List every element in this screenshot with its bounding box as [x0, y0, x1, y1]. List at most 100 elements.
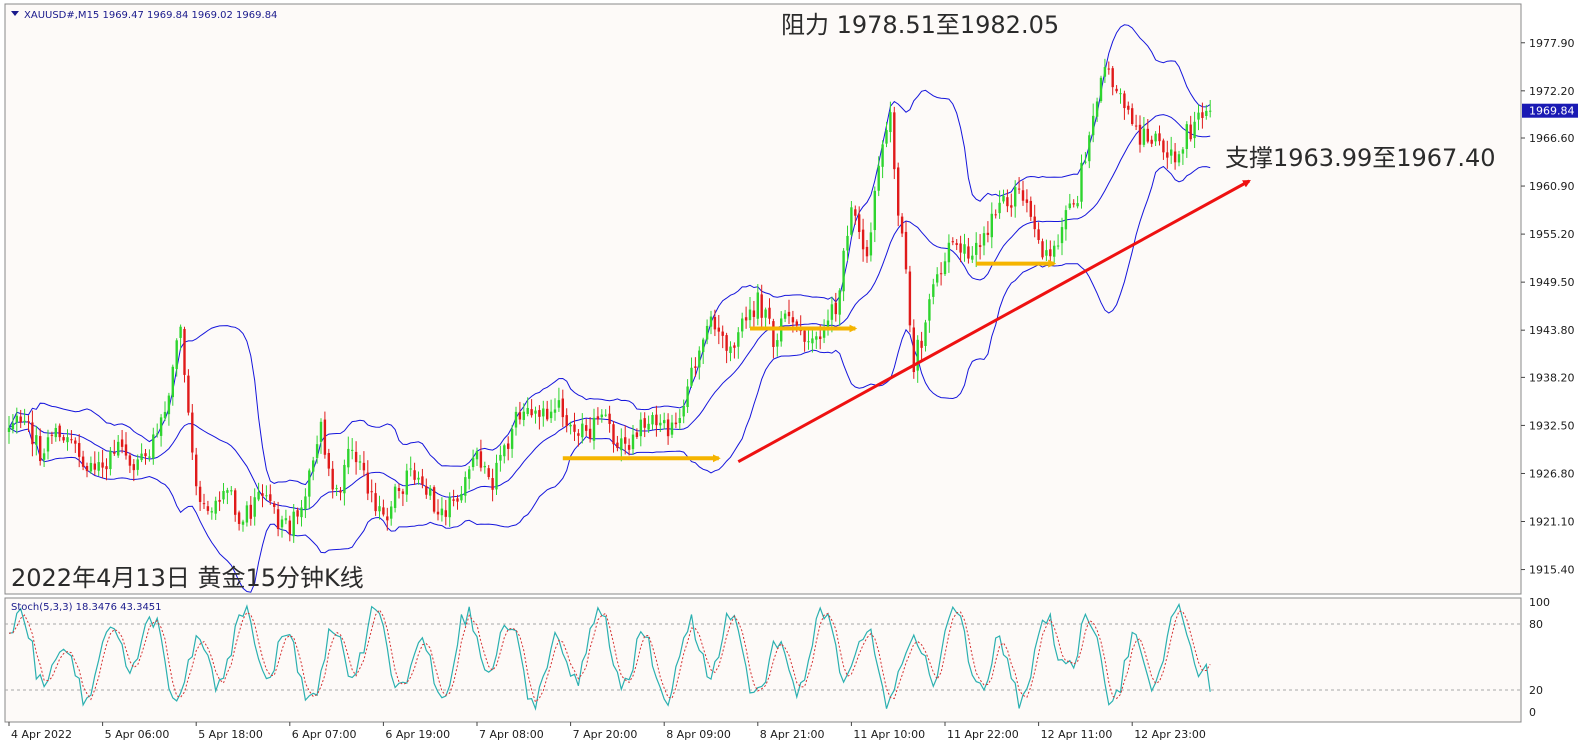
- candle: [826, 309, 830, 336]
- candle-body: [1158, 133, 1161, 142]
- y-tick-label: 1915.40: [1529, 564, 1575, 577]
- candle: [1181, 147, 1185, 165]
- annotations: [562, 179, 1251, 463]
- candle-body: [315, 444, 319, 458]
- candle: [577, 429, 580, 447]
- candle: [97, 451, 100, 476]
- candle: [729, 341, 732, 362]
- candle-body: [471, 457, 475, 468]
- main-price-panel[interactable]: [4, 3, 1522, 595]
- candle: [167, 392, 171, 426]
- candle: [362, 451, 366, 477]
- candle: [811, 329, 814, 353]
- candle-body: [616, 442, 619, 448]
- candle: [616, 435, 619, 452]
- candle: [768, 298, 771, 325]
- candle-body: [963, 244, 966, 254]
- candle-body: [1072, 203, 1075, 205]
- candle: [678, 409, 681, 431]
- candle: [1138, 115, 1142, 153]
- candle-body: [378, 506, 381, 512]
- candle: [815, 331, 818, 349]
- candle: [635, 428, 639, 439]
- candle: [951, 237, 954, 246]
- candle-body: [861, 229, 865, 250]
- candle-body: [1068, 203, 1071, 209]
- candle: [273, 501, 276, 514]
- candle-body: [869, 232, 873, 256]
- candle: [690, 357, 693, 388]
- candle: [1111, 65, 1114, 96]
- candle: [425, 478, 428, 499]
- candle-body: [284, 518, 288, 521]
- candle-body: [959, 243, 962, 253]
- candle: [230, 486, 233, 496]
- candle: [1064, 205, 1068, 241]
- candle: [1170, 136, 1173, 164]
- x-tick-label: 8 Apr 09:00: [666, 728, 731, 741]
- candle-body: [85, 465, 89, 472]
- candle-body: [854, 209, 857, 216]
- candle-body: [1177, 154, 1181, 163]
- candle-body: [393, 486, 397, 508]
- candle: [846, 225, 849, 261]
- candle-body: [276, 509, 280, 530]
- candle: [760, 284, 763, 329]
- candle: [347, 436, 350, 475]
- candle: [140, 443, 143, 463]
- candle-body: [62, 437, 65, 441]
- axes: 1977.90 1972.20 1966.60 1960.90 1955.20 1949.…: [8, 37, 1578, 741]
- candle: [752, 300, 756, 327]
- candle-body: [323, 419, 327, 455]
- candle-body: [947, 242, 951, 263]
- candle-body: [136, 459, 139, 470]
- candle: [932, 278, 935, 305]
- candle: [592, 408, 596, 450]
- candle: [276, 501, 280, 537]
- candle: [764, 307, 767, 330]
- candle: [546, 400, 549, 422]
- candle: [405, 463, 408, 502]
- candle-body: [1041, 241, 1044, 258]
- candle: [663, 412, 666, 430]
- candle-body: [1154, 133, 1157, 142]
- candle: [1014, 180, 1017, 218]
- candle-body: [81, 456, 85, 467]
- candle-body: [803, 330, 806, 342]
- candle: [596, 407, 600, 425]
- candle: [975, 232, 978, 268]
- candle-body: [241, 521, 245, 525]
- candle: [93, 451, 96, 476]
- candle-body: [152, 434, 155, 459]
- chart-menu-triangle-icon[interactable]: [11, 11, 19, 16]
- candle: [331, 461, 334, 499]
- candle-body: [741, 318, 744, 332]
- candle: [27, 415, 30, 433]
- candle-body: [354, 451, 358, 463]
- candle-body: [569, 424, 572, 427]
- candle-body: [1131, 108, 1134, 125]
- stochastic-panel[interactable]: [4, 597, 1522, 723]
- candle: [1017, 177, 1021, 194]
- candle-body: [417, 477, 420, 480]
- candle-body: [1014, 187, 1017, 207]
- candle-body: [932, 284, 935, 297]
- candle: [105, 458, 108, 481]
- candle: [257, 482, 260, 502]
- candle-body: [748, 309, 752, 321]
- candle-body: [549, 411, 553, 419]
- candle-body: [468, 469, 471, 479]
- candle: [674, 412, 678, 429]
- x-tick-label: 8 Apr 21:00: [760, 728, 825, 741]
- candle: [850, 201, 853, 237]
- candle-body: [234, 490, 237, 515]
- candle-body: [1119, 93, 1122, 95]
- candle: [889, 101, 892, 143]
- candle-body: [717, 327, 720, 332]
- candle-body: [479, 451, 483, 468]
- candle: [947, 234, 951, 273]
- candle-body: [893, 112, 896, 170]
- candle: [1127, 101, 1130, 115]
- candle-body: [1045, 250, 1048, 256]
